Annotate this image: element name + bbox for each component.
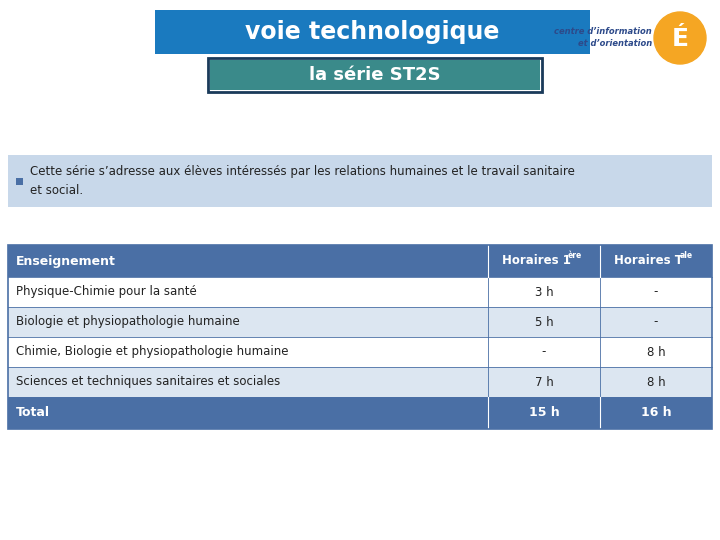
- Text: Horaires T: Horaires T: [613, 254, 683, 267]
- Bar: [8, 277, 712, 307]
- Text: 15 h: 15 h: [528, 407, 559, 420]
- Text: et social.: et social.: [30, 184, 83, 197]
- Bar: [8, 307, 712, 337]
- Text: et d’orientation: et d’orientation: [577, 39, 652, 49]
- Text: -: -: [654, 315, 658, 328]
- Text: la série ST2S: la série ST2S: [309, 66, 441, 84]
- Text: 5 h: 5 h: [535, 315, 553, 328]
- Bar: [208, 58, 542, 92]
- Bar: [210, 60, 540, 90]
- Text: 8 h: 8 h: [647, 346, 665, 359]
- Text: Cette série s’adresse aux élèves intéressés par les relations humaines et le tra: Cette série s’adresse aux élèves intéres…: [30, 165, 575, 179]
- Text: ère: ère: [568, 251, 582, 260]
- Bar: [8, 397, 712, 429]
- Text: Horaires 1: Horaires 1: [502, 254, 570, 267]
- Circle shape: [654, 12, 706, 64]
- Text: Total: Total: [16, 407, 50, 420]
- Text: Biologie et physiopathologie humaine: Biologie et physiopathologie humaine: [16, 315, 240, 328]
- Text: centre d’information: centre d’information: [554, 28, 652, 37]
- Text: É: É: [672, 27, 688, 51]
- Bar: [8, 367, 712, 397]
- Bar: [8, 245, 712, 429]
- Text: Sciences et techniques sanitaires et sociales: Sciences et techniques sanitaires et soc…: [16, 375, 280, 388]
- Text: -: -: [654, 286, 658, 299]
- Text: 8 h: 8 h: [647, 375, 665, 388]
- Text: 7 h: 7 h: [535, 375, 554, 388]
- Bar: [16, 178, 23, 185]
- Bar: [8, 337, 712, 367]
- Bar: [8, 155, 712, 207]
- Text: -: -: [542, 346, 546, 359]
- Text: ale: ale: [680, 251, 693, 260]
- Text: 16 h: 16 h: [641, 407, 671, 420]
- Text: voie technologique: voie technologique: [246, 20, 500, 44]
- Text: Enseignement: Enseignement: [16, 254, 116, 267]
- Bar: [155, 10, 590, 54]
- Text: Physique-Chimie pour la santé: Physique-Chimie pour la santé: [16, 286, 197, 299]
- Text: Chimie, Biologie et physiopathologie humaine: Chimie, Biologie et physiopathologie hum…: [16, 346, 289, 359]
- Bar: [8, 245, 712, 277]
- Text: 3 h: 3 h: [535, 286, 553, 299]
